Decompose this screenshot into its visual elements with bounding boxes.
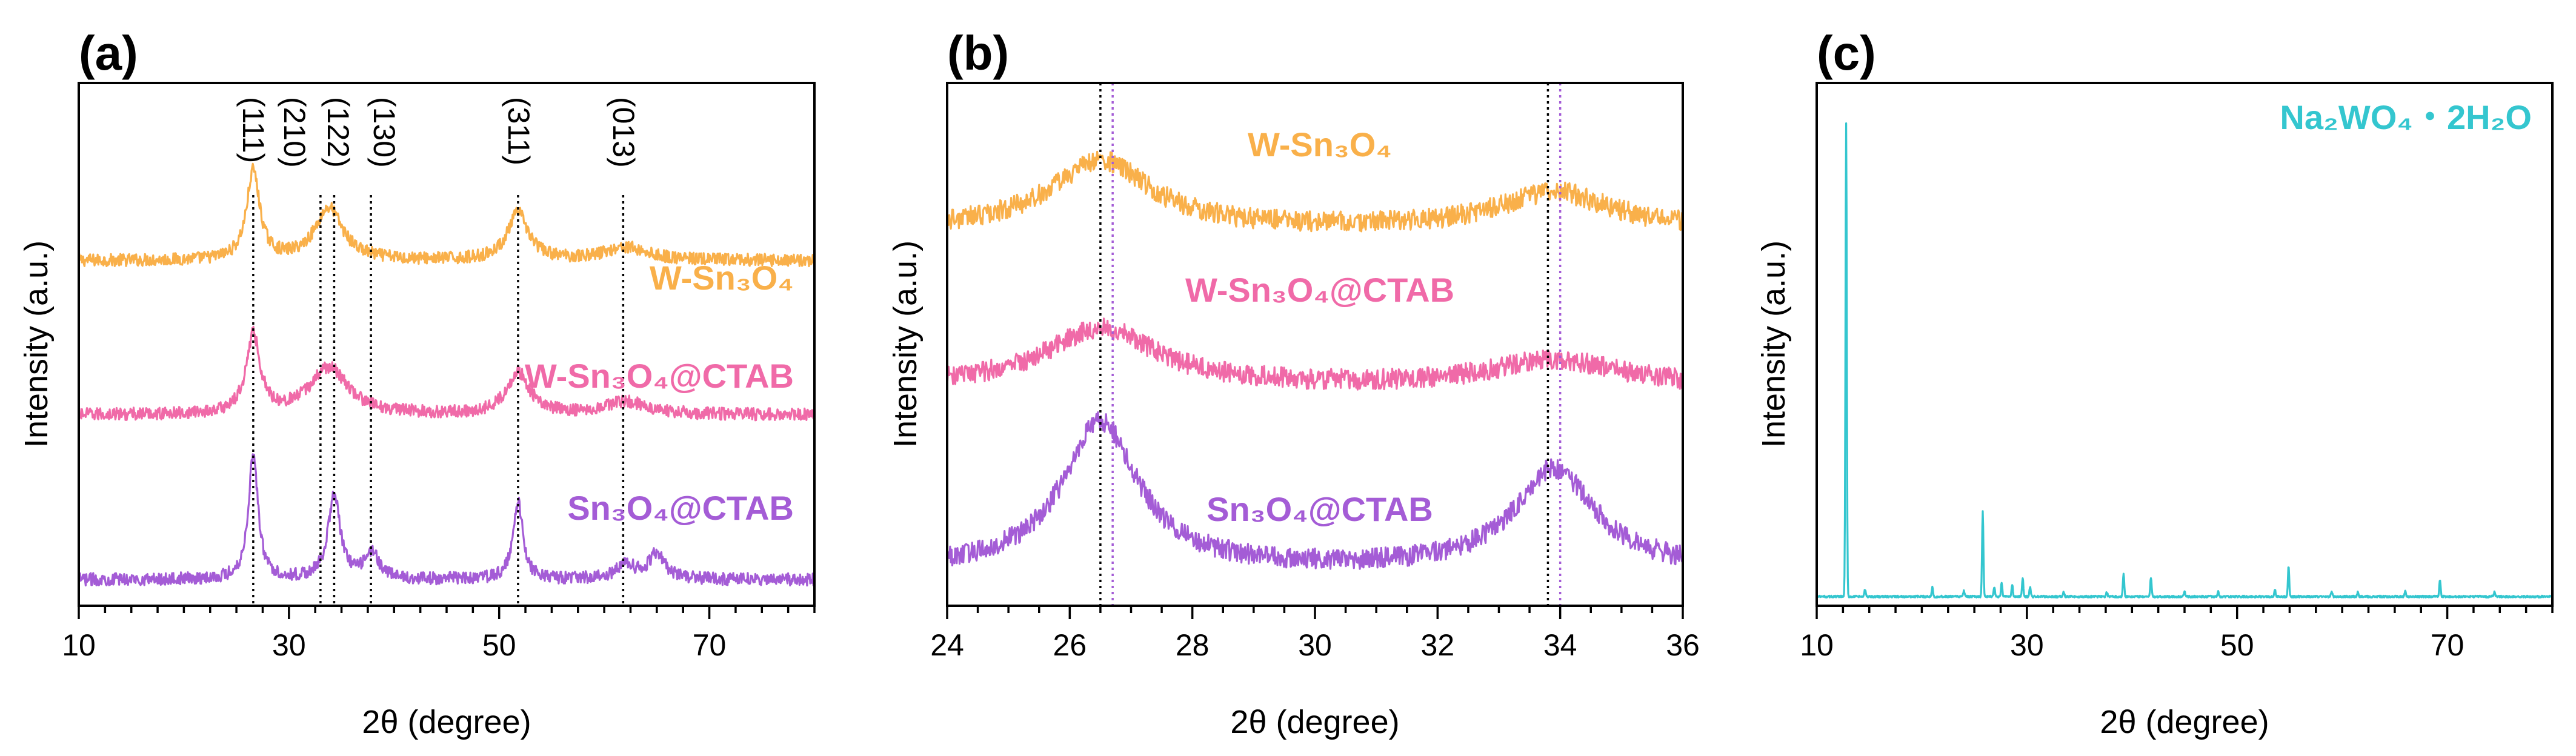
panel-b: (b) 24 26 28 30 32 34 36 2θ (degree) Intensity… bbox=[887, 26, 1700, 740]
panel-b-label-sn3o4-ctab: Sn₃O₄@CTAB bbox=[1206, 490, 1433, 528]
x-tick-label-70: 70 bbox=[693, 628, 727, 662]
panel-b-label: (b) bbox=[947, 26, 1009, 80]
x-tick-label-30: 30 bbox=[272, 628, 306, 662]
panel-c-x-ticks: 10 30 50 70 bbox=[1800, 606, 2554, 662]
series-w-sn-o-trace bbox=[78, 162, 815, 268]
panel-c-axes-frame bbox=[1816, 82, 2554, 607]
x-tick-label-36: 36 bbox=[1666, 628, 1700, 662]
x-tick-label-24: 24 bbox=[930, 628, 964, 662]
panel-c: (c) 10 30 50 70 2θ (degree) Intensity (a.u.… bbox=[1756, 26, 2554, 740]
panel-b-label-w-sn3o4: W-Sn₃O₄ bbox=[1248, 125, 1392, 164]
panel-a-label-w-sn3o4: W-Sn₃O₄ bbox=[650, 259, 794, 297]
panel-a-axes-frame bbox=[78, 82, 816, 607]
x-tick-label-32: 32 bbox=[1421, 628, 1455, 662]
series-w-sn-o-trace bbox=[946, 150, 1684, 233]
hkl-label-122: (122) bbox=[321, 97, 355, 168]
hkl-label-130: (130) bbox=[367, 97, 401, 168]
x-tick-label-34: 34 bbox=[1543, 628, 1577, 662]
series-w-sn-o-ctab-trace bbox=[946, 317, 1684, 391]
x-tick-label-30: 30 bbox=[1298, 628, 1332, 662]
x-tick-label-28: 28 bbox=[1176, 628, 1210, 662]
panel-b-y-axis-title: Intensity (a.u.) bbox=[887, 240, 924, 448]
hkl-label-311: (311) bbox=[502, 97, 536, 165]
x-tick-label-10: 10 bbox=[1800, 628, 1834, 662]
x-tick-label-10: 10 bbox=[62, 628, 96, 662]
panel-a-x-axis-title: 2θ (degree) bbox=[362, 704, 531, 740]
hkl-label-111: (111) bbox=[236, 97, 270, 163]
x-tick-label-50: 50 bbox=[2220, 628, 2254, 662]
x-tick-label-50: 50 bbox=[482, 628, 516, 662]
x-tick-label-70: 70 bbox=[2431, 628, 2465, 662]
hkl-label-210: (210) bbox=[278, 97, 311, 168]
panel-c-x-axis-title: 2θ (degree) bbox=[2100, 704, 2269, 740]
panel-a-y-axis-title: Intensity (a.u.) bbox=[18, 240, 55, 448]
panel-a-hkl-labels: (111) (210) (122) (130) (311) (013) bbox=[236, 97, 641, 168]
panel-a-x-ticks: 10 30 50 70 bbox=[62, 606, 816, 662]
panel-a-plot bbox=[78, 162, 815, 606]
panel-b-x-ticks: 24 26 28 30 32 34 36 bbox=[930, 606, 1700, 662]
panel-b-x-axis-title: 2θ (degree) bbox=[1230, 704, 1399, 740]
panel-c-y-axis-title: Intensity (a.u.) bbox=[1756, 240, 1792, 448]
panel-c-plot bbox=[1816, 122, 2554, 598]
panel-a-label: (a) bbox=[79, 26, 138, 80]
panel-b-plot bbox=[946, 83, 1684, 606]
series-w-sn-o-ctab-trace bbox=[78, 325, 815, 422]
panel-c-label: (c) bbox=[1817, 26, 1876, 80]
x-tick-label-30: 30 bbox=[2010, 628, 2044, 662]
panel-a: (a) 10 30 50 70 2θ (degree) Intensity (a.u.… bbox=[18, 26, 816, 740]
x-tick-label-26: 26 bbox=[1053, 628, 1087, 662]
series-sn-o-ctab-trace bbox=[78, 453, 815, 587]
series-na2wo4-2h2o-trace bbox=[1816, 122, 2554, 598]
panel-a-label-w-sn3o4-ctab: W-Sn₃O₄@CTAB bbox=[525, 357, 794, 395]
panel-b-label-w-sn3o4-ctab: W-Sn₃O₄@CTAB bbox=[1185, 271, 1454, 309]
hkl-label-013: (013) bbox=[607, 97, 641, 168]
panel-c-legend-label: Na₂WO₄・2H₂O bbox=[2280, 98, 2532, 136]
panel-a-label-sn3o4-ctab: Sn₃O₄@CTAB bbox=[567, 489, 794, 527]
